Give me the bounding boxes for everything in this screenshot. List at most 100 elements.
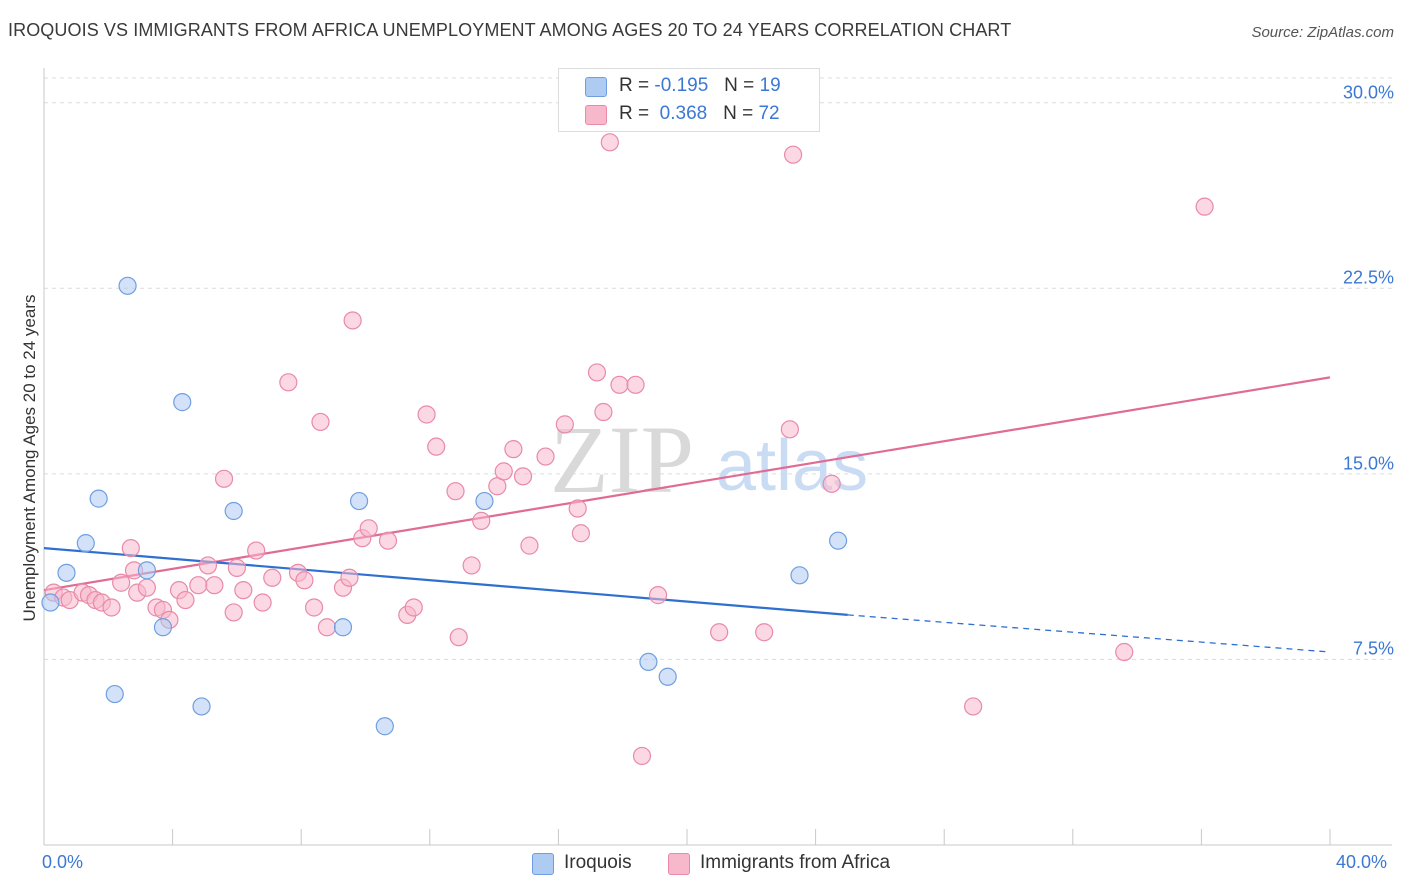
data-point-africa: [513, 467, 533, 486]
legend-r-value: -0.195: [654, 75, 709, 96]
data-point-iroquois: [76, 534, 95, 553]
data-point-iroquois: [57, 563, 76, 582]
data-point-africa: [311, 412, 330, 432]
data-point-africa: [822, 474, 841, 493]
data-point-iroquois: [639, 652, 658, 672]
data-point-africa: [783, 145, 803, 164]
data-point-africa: [378, 531, 398, 550]
x-tick-label-min: 0.0%: [42, 852, 84, 872]
legend-n-value: 72: [758, 103, 780, 124]
data-point-africa: [587, 363, 607, 382]
data-point-africa: [555, 415, 574, 434]
data-point-iroquois: [333, 618, 353, 637]
legend-r-label: R =: [619, 103, 650, 124]
data-point-iroquois: [375, 717, 394, 736]
data-point-africa: [446, 482, 465, 501]
data-point-africa: [600, 133, 619, 152]
data-point-africa: [359, 519, 378, 538]
data-point-iroquois: [153, 618, 173, 637]
data-point-africa: [632, 746, 652, 766]
x-tick-label-max: 40.0%: [1336, 852, 1388, 872]
legend-label-africa: Immigrants from Africa: [700, 852, 891, 873]
data-point-africa: [189, 576, 208, 595]
legend-n-value: 19: [759, 75, 781, 96]
data-point-africa: [417, 405, 436, 424]
source-label: Source: ZipAtlas.com: [1251, 24, 1394, 41]
data-point-africa: [710, 623, 729, 642]
data-point-africa: [224, 603, 243, 622]
data-point-africa: [137, 578, 156, 597]
axes: [43, 68, 1392, 846]
data-point-africa: [317, 618, 337, 637]
data-point-africa: [295, 571, 314, 590]
data-point-africa: [112, 573, 131, 592]
data-point-africa: [247, 541, 266, 560]
legend-label-iroquois: Iroquois: [564, 852, 632, 873]
data-point-africa: [214, 469, 234, 488]
trend-line-iroquois: [43, 547, 848, 616]
y-tick-label: 7.5%: [1352, 638, 1394, 659]
data-point-africa: [494, 462, 513, 481]
data-point-africa: [594, 402, 613, 422]
data-point-africa: [626, 375, 645, 394]
legend-swatch-iroquois: [532, 853, 554, 875]
data-point-africa: [279, 373, 298, 392]
legend-r-value: 0.368: [659, 103, 708, 124]
data-point-africa: [449, 628, 468, 647]
data-point-africa: [263, 568, 282, 587]
data-point-africa: [648, 586, 668, 605]
data-point-iroquois: [173, 393, 192, 412]
correlation-legend: R = -0.195 N = 19 R = 0.368 N = 72: [558, 68, 820, 132]
data-point-africa: [343, 311, 362, 330]
data-point-africa: [1195, 197, 1214, 216]
data-point-africa: [504, 440, 523, 459]
data-point-africa: [462, 556, 481, 575]
trend-line-iroquois-extension: [847, 614, 1331, 653]
data-point-africa: [304, 598, 324, 617]
y-tick-label: 30.0%: [1342, 82, 1394, 103]
data-point-africa: [198, 556, 218, 575]
data-point-africa: [964, 697, 983, 716]
data-point-iroquois: [41, 593, 60, 612]
watermark: ZIP atlas: [550, 406, 868, 513]
data-point-africa: [340, 568, 359, 587]
legend-swatch-africa: [668, 853, 690, 875]
data-point-africa: [234, 581, 253, 600]
data-point-africa: [520, 536, 539, 555]
data-point-africa: [472, 511, 491, 530]
legend-swatch-iroquois: [585, 77, 607, 97]
data-point-africa: [610, 375, 629, 394]
data-point-africa: [404, 598, 423, 617]
data-point-iroquois: [89, 489, 108, 508]
legend-n-label: N =: [723, 103, 754, 124]
data-point-iroquois: [192, 697, 211, 716]
y-tick-label: 15.0%: [1342, 453, 1394, 474]
data-point-africa: [176, 590, 195, 610]
legend-swatch-africa: [585, 105, 607, 125]
legend-r-label: R =: [619, 75, 650, 96]
data-point-iroquois: [829, 531, 848, 550]
data-point-africa: [121, 538, 140, 558]
data-point-africa: [568, 499, 587, 518]
data-point-africa: [227, 558, 246, 577]
gridlines: [44, 77, 1392, 660]
data-point-iroquois: [475, 491, 494, 511]
data-point-africa: [780, 420, 799, 439]
data-point-iroquois: [349, 491, 369, 511]
data-point-iroquois: [137, 561, 156, 580]
data-point-iroquois: [224, 501, 243, 521]
data-point-africa: [536, 447, 555, 466]
data-point-africa: [253, 593, 272, 612]
data-point-africa: [205, 576, 224, 595]
data-point-africa: [755, 623, 774, 642]
data-point-iroquois: [658, 667, 677, 686]
data-point-africa: [427, 437, 446, 456]
data-point-africa: [1115, 642, 1134, 662]
y-tick-label: 22.5%: [1342, 267, 1394, 288]
data-point-iroquois: [118, 276, 137, 295]
data-point-iroquois: [105, 684, 124, 704]
data-point-africa: [102, 598, 121, 617]
data-points: [41, 133, 1214, 766]
data-point-africa: [571, 524, 591, 543]
